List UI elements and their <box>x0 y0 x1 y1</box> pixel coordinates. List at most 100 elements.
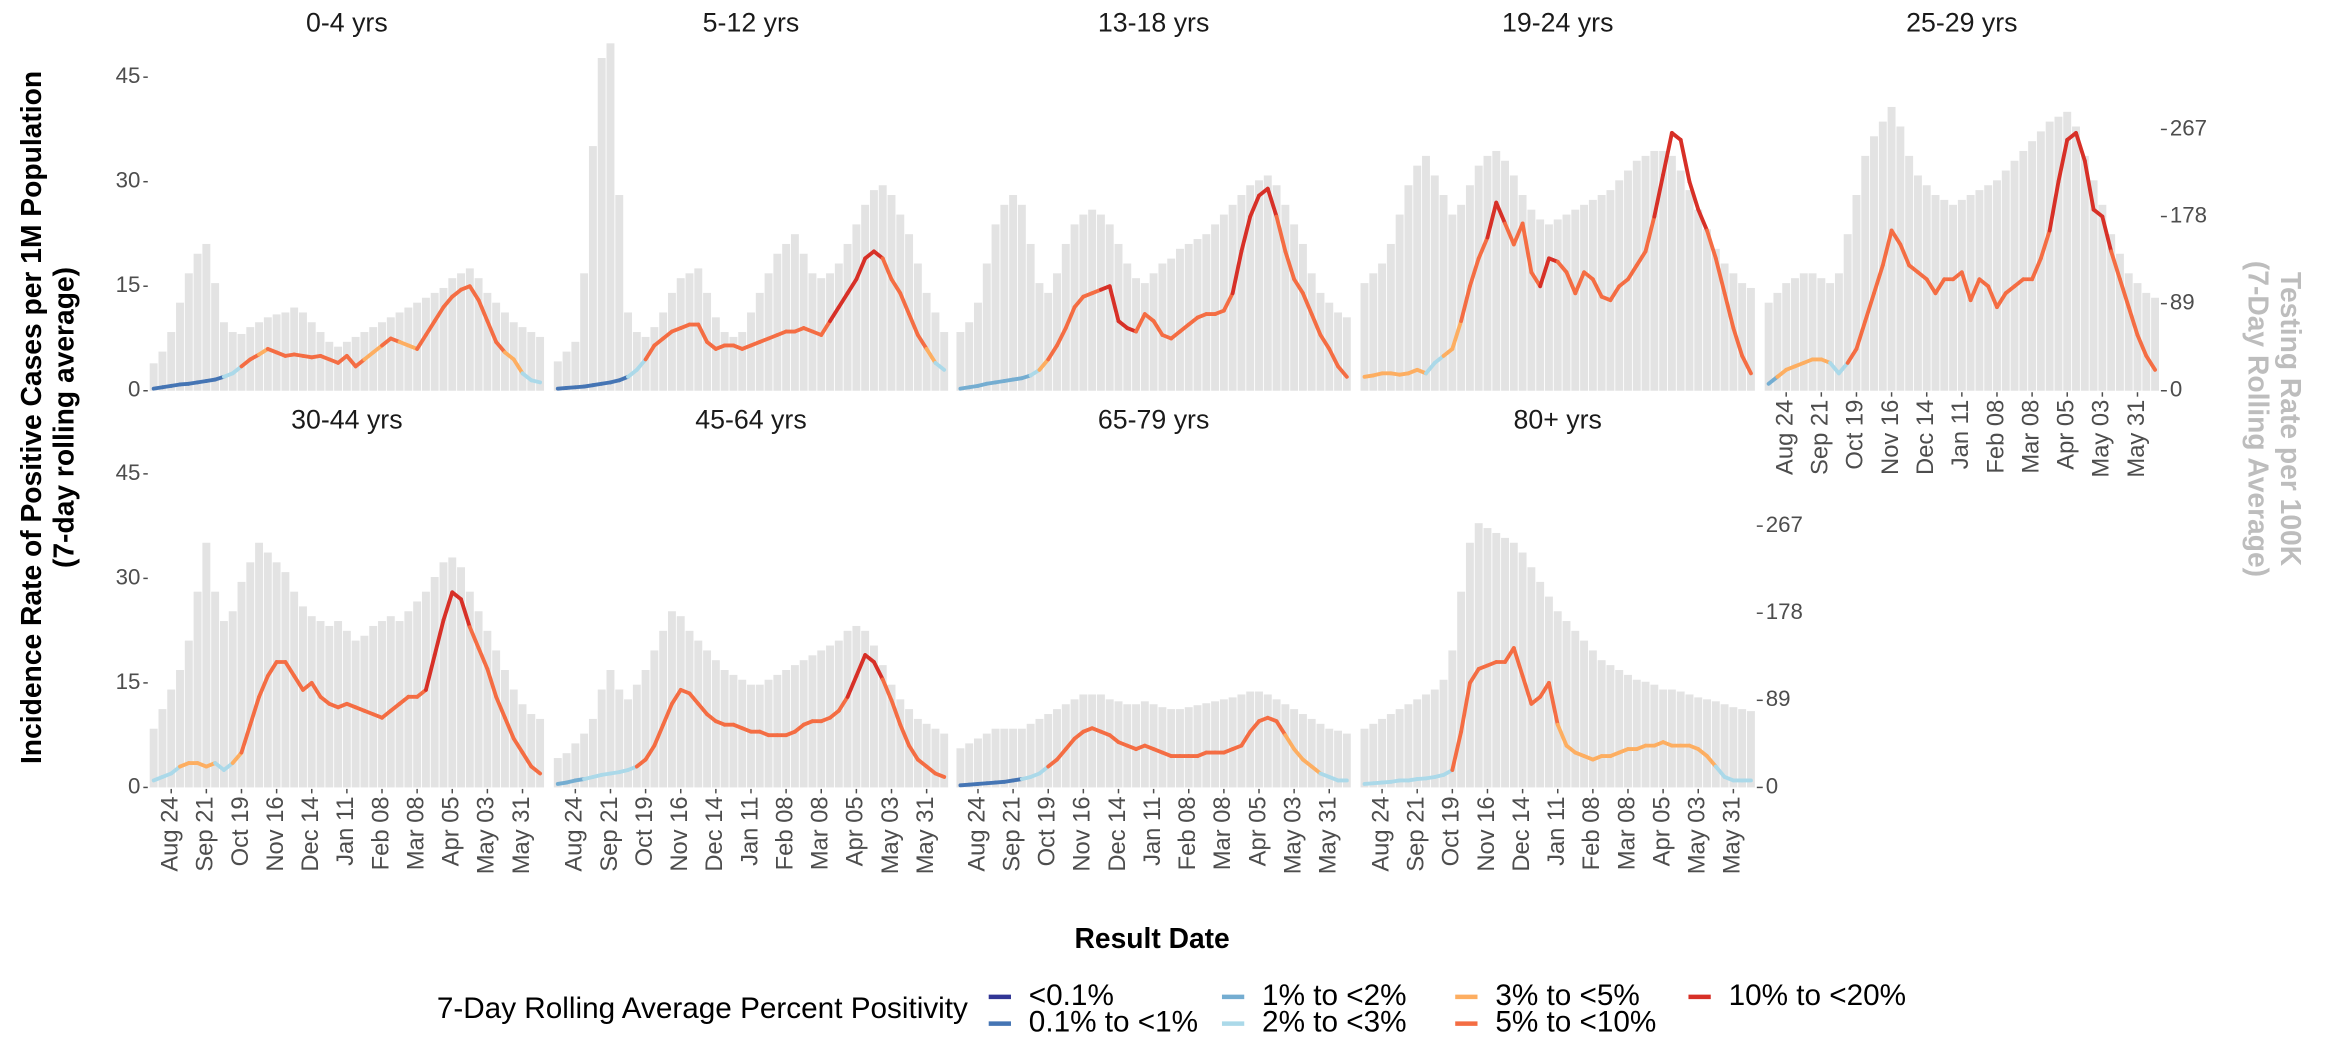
incidence-line <box>1643 214 1657 254</box>
testing-bar <box>378 322 386 391</box>
testing-bar <box>1940 199 1949 391</box>
testing-bar <box>334 346 343 391</box>
x-tick-label: Oct 19 <box>1438 796 1465 866</box>
incidence-line <box>2117 277 2131 310</box>
incidence-line <box>1995 291 2008 310</box>
testing-bar <box>1386 714 1395 788</box>
incidence-line <box>1063 736 1077 752</box>
testing-bar <box>1826 283 1835 391</box>
testing-bar <box>931 728 940 788</box>
y2-axis-title-line: (7-Day Rolling Average) <box>2243 261 2275 577</box>
incidence-line <box>1722 291 1736 330</box>
x-tick-label: Apr 05 <box>842 796 869 866</box>
incidence-line <box>1634 249 1648 268</box>
testing-bar <box>650 327 659 391</box>
incidence-line <box>230 750 244 765</box>
testing-bar <box>1228 697 1237 788</box>
testing-bar <box>747 684 755 788</box>
testing-bar <box>193 253 202 391</box>
testing-bar <box>1483 155 1492 391</box>
x-tick-label: Sep 21 <box>596 796 623 871</box>
testing-bar <box>1711 701 1720 788</box>
testing-bar <box>2080 155 2089 391</box>
testing-bar <box>720 669 729 788</box>
incidence-line <box>1898 242 1912 268</box>
testing-bar <box>738 679 747 788</box>
testing-bar <box>782 243 791 391</box>
testing-bar <box>1439 195 1448 391</box>
testing-bar <box>571 743 580 788</box>
incidence-line <box>1292 747 1305 762</box>
testing-bar <box>1140 283 1149 391</box>
incidence-line <box>309 680 323 699</box>
testing-bar <box>650 650 659 788</box>
testing-bar <box>1290 224 1299 391</box>
testing-bar <box>694 268 703 391</box>
incidence-line <box>2047 179 2061 233</box>
testing-bar <box>711 317 720 391</box>
testing-bar <box>641 669 650 788</box>
testing-bar <box>1053 709 1061 788</box>
incidence-line <box>467 625 481 650</box>
x-tick-label: Dec 14 <box>297 796 324 871</box>
testing-bar <box>773 674 782 788</box>
testing-bar <box>1553 219 1562 391</box>
testing-bar <box>1993 180 2001 391</box>
testing-bar <box>1738 709 1747 788</box>
testing-bar <box>1667 155 1676 391</box>
x-tick-label: Aug 24 <box>561 796 588 871</box>
testing-bar <box>1501 160 1509 391</box>
incidence-line <box>1854 319 1868 351</box>
testing-bar <box>281 572 290 788</box>
testing-bar <box>386 317 395 391</box>
testing-bar <box>158 709 167 788</box>
testing-bar <box>1219 699 1228 788</box>
testing-bar <box>1176 248 1184 391</box>
incidence-line <box>661 701 674 727</box>
x-tick-label: May 03 <box>1684 796 1711 874</box>
testing-bar <box>1255 180 1263 391</box>
incidence-line <box>1239 214 1253 254</box>
incidence-line <box>1731 326 1745 358</box>
x-tick-label: Dec 14 <box>1104 796 1131 871</box>
incidence-line <box>520 750 534 769</box>
testing-bar <box>342 630 351 788</box>
testing-bar <box>1009 195 1018 391</box>
incidence-line <box>248 694 261 727</box>
testing-bar <box>167 332 176 391</box>
testing-bar <box>1571 209 1580 391</box>
x-tick-label: Feb 08 <box>1578 796 1605 870</box>
testing-bar <box>896 699 905 788</box>
testing-bar <box>1378 718 1387 788</box>
testing-bar <box>1325 728 1334 788</box>
testing-bar <box>1132 704 1141 788</box>
testing-bar <box>1650 684 1659 788</box>
testing-bar <box>158 351 167 391</box>
panel-title: 30-44 yrs <box>291 404 402 434</box>
incidence-line <box>1678 137 1692 184</box>
testing-bar <box>1184 243 1193 391</box>
testing-bar <box>624 312 632 391</box>
testing-bar <box>747 312 755 391</box>
legend-label: 0.1% to <1% <box>1029 1006 1198 1039</box>
incidence-line <box>1467 667 1481 685</box>
testing-bar <box>790 234 799 391</box>
testing-bar <box>834 640 843 788</box>
testing-bar <box>395 312 404 391</box>
incidence-line <box>511 736 525 755</box>
testing-bar <box>826 273 834 391</box>
testing-bar <box>1369 723 1378 788</box>
panel-title: 5-12 yrs <box>703 8 800 38</box>
testing-bar <box>887 195 896 391</box>
testing-bar <box>1624 674 1632 788</box>
testing-bar <box>1000 204 1009 391</box>
incidence-line <box>1713 764 1727 779</box>
incidence-line <box>441 590 455 623</box>
x-tick-label: Oct 19 <box>227 796 254 866</box>
legend-label: 10% to <20% <box>1729 979 1907 1012</box>
testing-bar <box>527 332 536 391</box>
incidence-line <box>889 277 903 296</box>
testing-bar <box>1448 214 1457 391</box>
incidence-line <box>1327 347 1340 369</box>
testing-bar <box>720 332 729 391</box>
